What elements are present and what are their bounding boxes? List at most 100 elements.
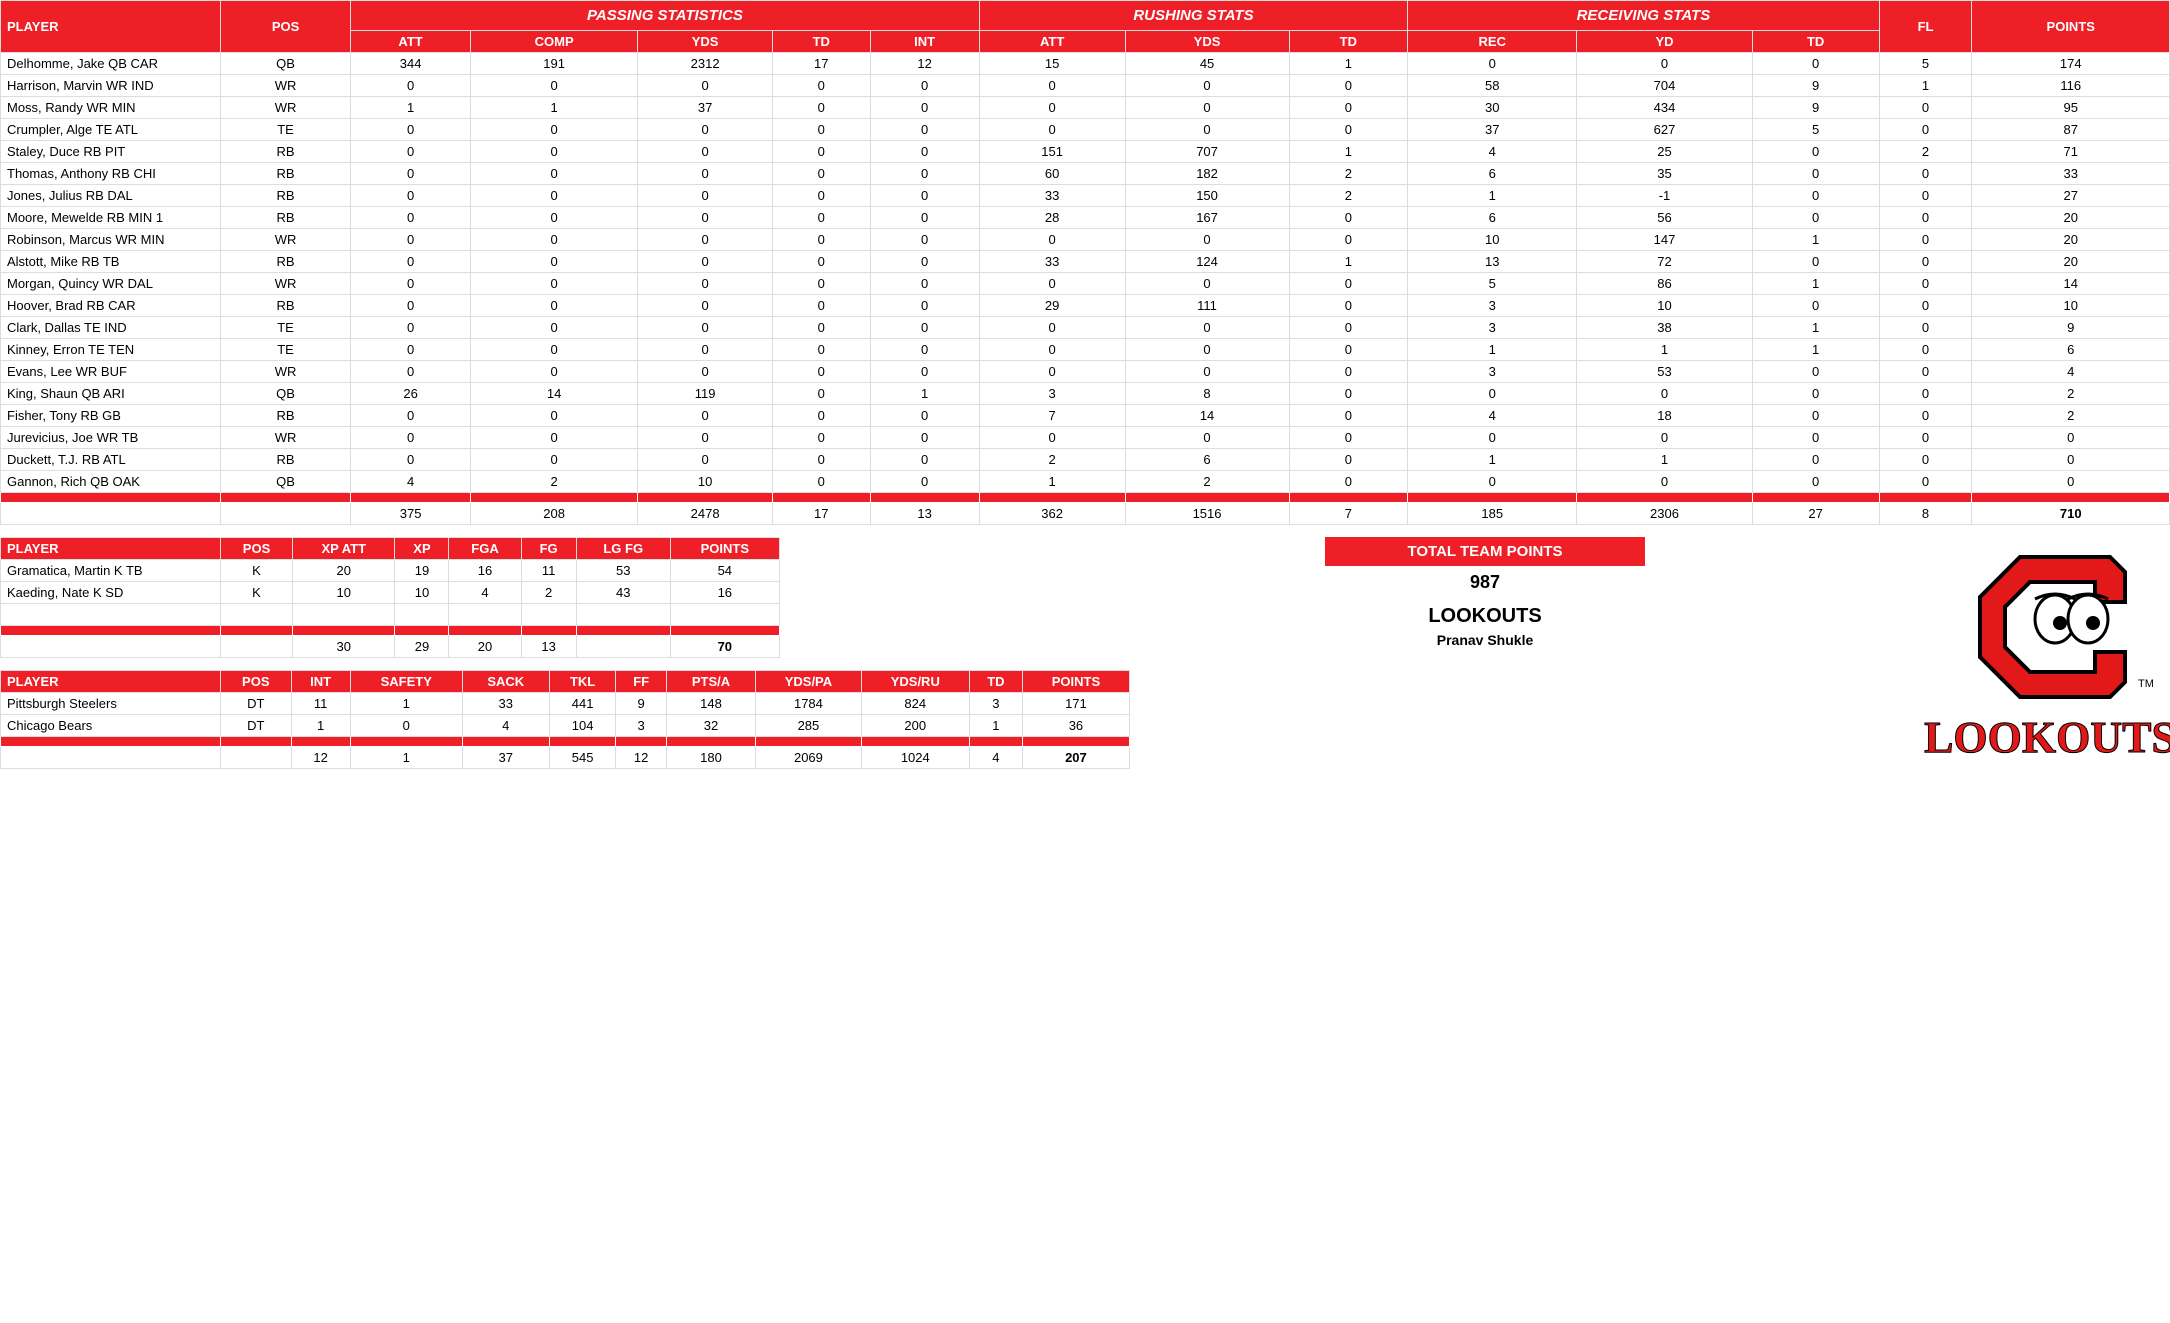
stat-cell: 0 bbox=[1752, 185, 1879, 207]
stat-cell: 20 bbox=[1972, 251, 2170, 273]
stat-cell: 0 bbox=[1879, 185, 1972, 207]
total-cell: 4 bbox=[969, 747, 1022, 769]
stat-cell: 54 bbox=[670, 560, 779, 582]
stat-cell: 0 bbox=[351, 273, 471, 295]
player-cell: Robinson, Marcus WR MIN bbox=[1, 229, 221, 251]
total-cell: 1 bbox=[350, 747, 462, 769]
player-cell: Harrison, Marvin WR IND bbox=[1, 75, 221, 97]
stat-cell: 0 bbox=[471, 75, 638, 97]
ttp-value: 987 bbox=[1325, 566, 1645, 599]
stat-cell: 0 bbox=[351, 251, 471, 273]
stat-cell: QB bbox=[221, 383, 351, 405]
stat-cell: 0 bbox=[351, 317, 471, 339]
stat-cell: 11 bbox=[291, 693, 350, 715]
stat-cell: 200 bbox=[861, 715, 969, 737]
stat-cell: 3 bbox=[969, 693, 1022, 715]
stat-cell: 86 bbox=[1577, 273, 1752, 295]
stat-cell: 0 bbox=[351, 185, 471, 207]
stat-cell: 0 bbox=[1125, 119, 1289, 141]
stat-cell: RB bbox=[221, 295, 351, 317]
stat-cell: 707 bbox=[1125, 141, 1289, 163]
stat-cell: 0 bbox=[1289, 471, 1408, 493]
stat-cell: WR bbox=[221, 427, 351, 449]
stat-cell: TE bbox=[221, 339, 351, 361]
player-cell: Chicago Bears bbox=[1, 715, 221, 737]
table-row: Kaeding, Nate K SDK1010424316 bbox=[1, 582, 780, 604]
col-pass-comp: COMP bbox=[471, 31, 638, 53]
stat-cell: TE bbox=[221, 317, 351, 339]
player-cell: Fisher, Tony RB GB bbox=[1, 405, 221, 427]
stat-cell: 0 bbox=[979, 97, 1125, 119]
stat-cell: DT bbox=[221, 693, 292, 715]
stat-cell: 0 bbox=[351, 75, 471, 97]
defense-header-row: PLAYERPOSINTSAFETYSACKTKLFFPTS/AYDS/PAYD… bbox=[1, 671, 1130, 693]
stat-cell: RB bbox=[221, 405, 351, 427]
stat-cell: 3 bbox=[1408, 295, 1577, 317]
stat-cell: -1 bbox=[1577, 185, 1752, 207]
tm-mark: TM bbox=[2138, 678, 2154, 690]
stat-cell: 0 bbox=[773, 207, 871, 229]
stat-cell: 0 bbox=[471, 405, 638, 427]
stat-cell: 6 bbox=[1408, 163, 1577, 185]
stat-cell: 53 bbox=[1577, 361, 1752, 383]
stat-cell: 0 bbox=[773, 383, 871, 405]
stat-cell: 0 bbox=[638, 207, 773, 229]
table-row: Moore, Mewelde RB MIN 1RB000002816706560… bbox=[1, 207, 2170, 229]
table-row: Delhomme, Jake QB CARQB34419123121712154… bbox=[1, 53, 2170, 75]
table-row: Duckett, T.J. RB ATLRB0000026011000 bbox=[1, 449, 2170, 471]
stat-cell: 18 bbox=[1577, 405, 1752, 427]
col-header: XP ATT bbox=[293, 538, 395, 560]
player-cell: Kaeding, Nate K SD bbox=[1, 582, 221, 604]
stat-cell: 20 bbox=[1972, 229, 2170, 251]
stat-cell: 10 bbox=[293, 582, 395, 604]
group-rushing: RUSHING STATS bbox=[979, 1, 1407, 31]
col-pass-yds: YDS bbox=[638, 31, 773, 53]
table-row: Gannon, Rich QB OAKQB42100012000000 bbox=[1, 471, 2170, 493]
total-cell: 37 bbox=[462, 747, 549, 769]
stat-cell: 0 bbox=[1289, 97, 1408, 119]
stat-cell: 15 bbox=[979, 53, 1125, 75]
player-cell: Evans, Lee WR BUF bbox=[1, 361, 221, 383]
stat-cell: 53 bbox=[576, 560, 670, 582]
stat-cell: 1 bbox=[979, 471, 1125, 493]
stat-cell: 0 bbox=[351, 295, 471, 317]
total-team-points-box: TOTAL TEAM POINTS 987 bbox=[1325, 537, 1645, 599]
stat-cell: 0 bbox=[1408, 383, 1577, 405]
kicking-blank-row bbox=[1, 604, 780, 626]
stat-cell: 0 bbox=[1879, 207, 1972, 229]
col-header: XP bbox=[395, 538, 449, 560]
total-cell: 1516 bbox=[1125, 503, 1289, 525]
stat-cell: 7 bbox=[979, 405, 1125, 427]
stat-cell: 0 bbox=[773, 75, 871, 97]
stat-cell: 0 bbox=[870, 97, 979, 119]
stat-cell: WR bbox=[221, 229, 351, 251]
stat-cell: 0 bbox=[471, 449, 638, 471]
stat-cell: 2 bbox=[979, 449, 1125, 471]
stat-cell: 0 bbox=[638, 317, 773, 339]
player-cell: Moore, Mewelde RB MIN 1 bbox=[1, 207, 221, 229]
total-cell: 2478 bbox=[638, 503, 773, 525]
stat-cell: 0 bbox=[638, 185, 773, 207]
stat-cell: 0 bbox=[638, 339, 773, 361]
stat-cell: 0 bbox=[351, 163, 471, 185]
stat-cell: 0 bbox=[351, 427, 471, 449]
stat-cell: 0 bbox=[1879, 97, 1972, 119]
stat-cell: 0 bbox=[773, 273, 871, 295]
stat-cell: 104 bbox=[549, 715, 616, 737]
stat-cell: 0 bbox=[979, 273, 1125, 295]
stat-cell: 0 bbox=[351, 405, 471, 427]
stat-cell: 1 bbox=[350, 693, 462, 715]
stat-cell: 0 bbox=[1289, 449, 1408, 471]
stat-cell: 1 bbox=[471, 97, 638, 119]
stat-cell: 147 bbox=[1577, 229, 1752, 251]
stat-cell: RB bbox=[221, 163, 351, 185]
stat-cell: 0 bbox=[773, 251, 871, 273]
stat-cell: 0 bbox=[1289, 405, 1408, 427]
player-cell: Moss, Randy WR MIN bbox=[1, 97, 221, 119]
stat-cell: 60 bbox=[979, 163, 1125, 185]
stat-cell: 33 bbox=[462, 693, 549, 715]
total-cell: 27 bbox=[1752, 503, 1879, 525]
stat-cell: 0 bbox=[1577, 427, 1752, 449]
stat-cell: 2 bbox=[1972, 405, 2170, 427]
stat-cell: 0 bbox=[773, 471, 871, 493]
